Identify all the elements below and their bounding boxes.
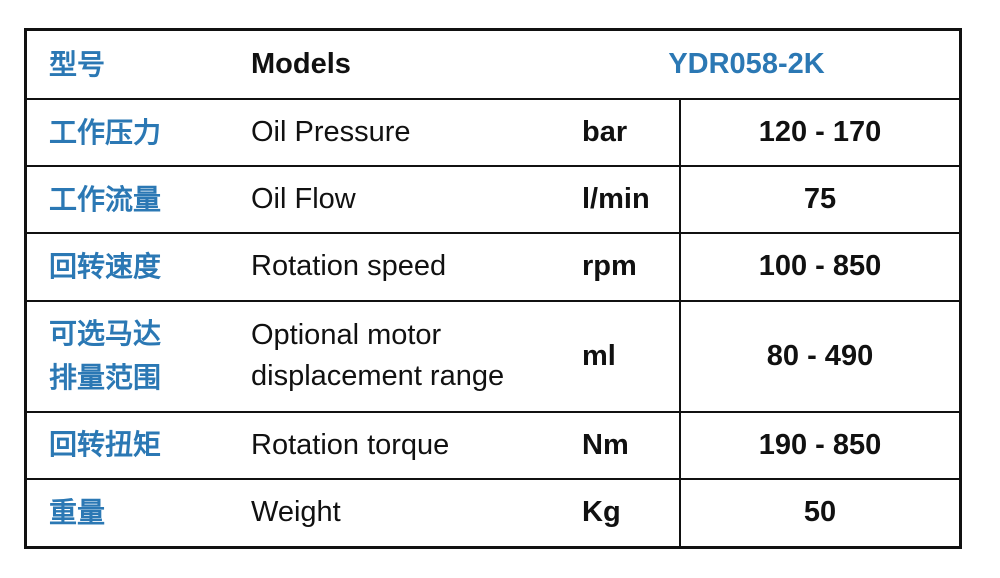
row-unit: l/min xyxy=(574,166,680,235)
row-label-cn: 回转速度 xyxy=(27,233,229,302)
row-value: 100 - 850 xyxy=(679,233,959,302)
row-label-en: Rotation torque xyxy=(229,411,574,480)
row-value: 120 - 170 xyxy=(679,99,959,168)
row-label-cn: 工作流量 xyxy=(27,166,229,235)
row-label-cn: 工作压力 xyxy=(27,99,229,168)
models-label-cn: 型号 xyxy=(27,31,229,101)
row-value: 75 xyxy=(679,166,959,235)
row-value: 190 - 850 xyxy=(679,411,959,480)
row-label-cn: 回转扭矩 xyxy=(27,411,229,480)
row-label-cn-line: 可选马达 xyxy=(49,317,162,351)
row-value: 50 xyxy=(679,478,959,546)
row-label-en-line: displacement range xyxy=(251,360,505,393)
row-label-en: Rotation speed xyxy=(229,233,574,302)
row-label-en-line: Optional motor xyxy=(251,319,442,352)
table-row: 工作压力 Oil Pressure bar 120 - 170 xyxy=(27,99,959,168)
table-row: 回转速度 Rotation speed rpm 100 - 850 xyxy=(27,233,959,302)
table-row: 可选马达 排量范围 Optional motor displacement ra… xyxy=(27,300,959,413)
row-value: 80 - 490 xyxy=(679,300,959,413)
row-label-cn-line: 排量范围 xyxy=(49,361,162,395)
row-unit: bar xyxy=(574,99,680,168)
models-label-en: Models xyxy=(229,31,574,101)
row-unit: ml xyxy=(574,300,680,413)
row-label-cn: 可选马达 排量范围 xyxy=(27,300,229,413)
row-label-en: Optional motor displacement range xyxy=(229,300,574,413)
spec-table-frame: 型号 Models YDR058-2K 工作压力 Oil Pressure ba… xyxy=(24,28,962,549)
table-row: 工作流量 Oil Flow l/min 75 xyxy=(27,166,959,235)
table-row: 回转扭矩 Rotation torque Nm 190 - 850 xyxy=(27,411,959,480)
row-unit: Nm xyxy=(574,411,680,480)
table-row: 重量 Weight Kg 50 xyxy=(27,478,959,546)
row-label-en: Oil Pressure xyxy=(229,99,574,168)
row-unit: Kg xyxy=(582,496,621,529)
table-header-row: 型号 Models YDR058-2K xyxy=(27,31,959,101)
row-unit: rpm xyxy=(574,233,680,302)
spec-table: 型号 Models YDR058-2K 工作压力 Oil Pressure ba… xyxy=(27,31,959,546)
row-label-cn: 重量 xyxy=(49,495,106,529)
row-label-en: Oil Flow xyxy=(229,166,574,235)
model-number: YDR058-2K xyxy=(574,31,959,101)
row-label-en: Weight xyxy=(251,496,341,529)
